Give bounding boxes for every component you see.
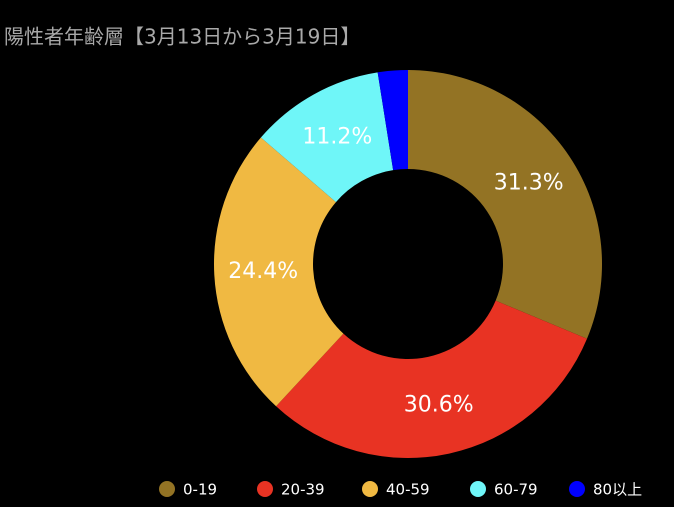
donut-segment (276, 300, 587, 459)
legend-label: 40-59 (386, 481, 430, 499)
value-label: 30.6% (404, 393, 474, 418)
legend-marker (362, 481, 378, 497)
legend-label: 20-39 (281, 481, 325, 499)
value-label: 31.3% (494, 171, 564, 196)
legend-label: 0-19 (183, 481, 217, 499)
value-label: 24.4% (228, 259, 298, 284)
chart-title: 陽性者年齢層【3月13日から3月19日】 (4, 25, 360, 49)
value-label: 11.2% (302, 124, 372, 149)
donut-segment (260, 72, 394, 203)
legend-marker (257, 481, 273, 497)
legend-marker (470, 481, 486, 497)
donut-segment (377, 70, 408, 171)
donut-segment (214, 137, 344, 407)
legend-marker (159, 481, 175, 497)
legend-marker (569, 481, 585, 497)
legend-label: 60-79 (494, 481, 538, 499)
donut-segment (408, 70, 602, 339)
legend-label: 80以上 (593, 481, 642, 499)
